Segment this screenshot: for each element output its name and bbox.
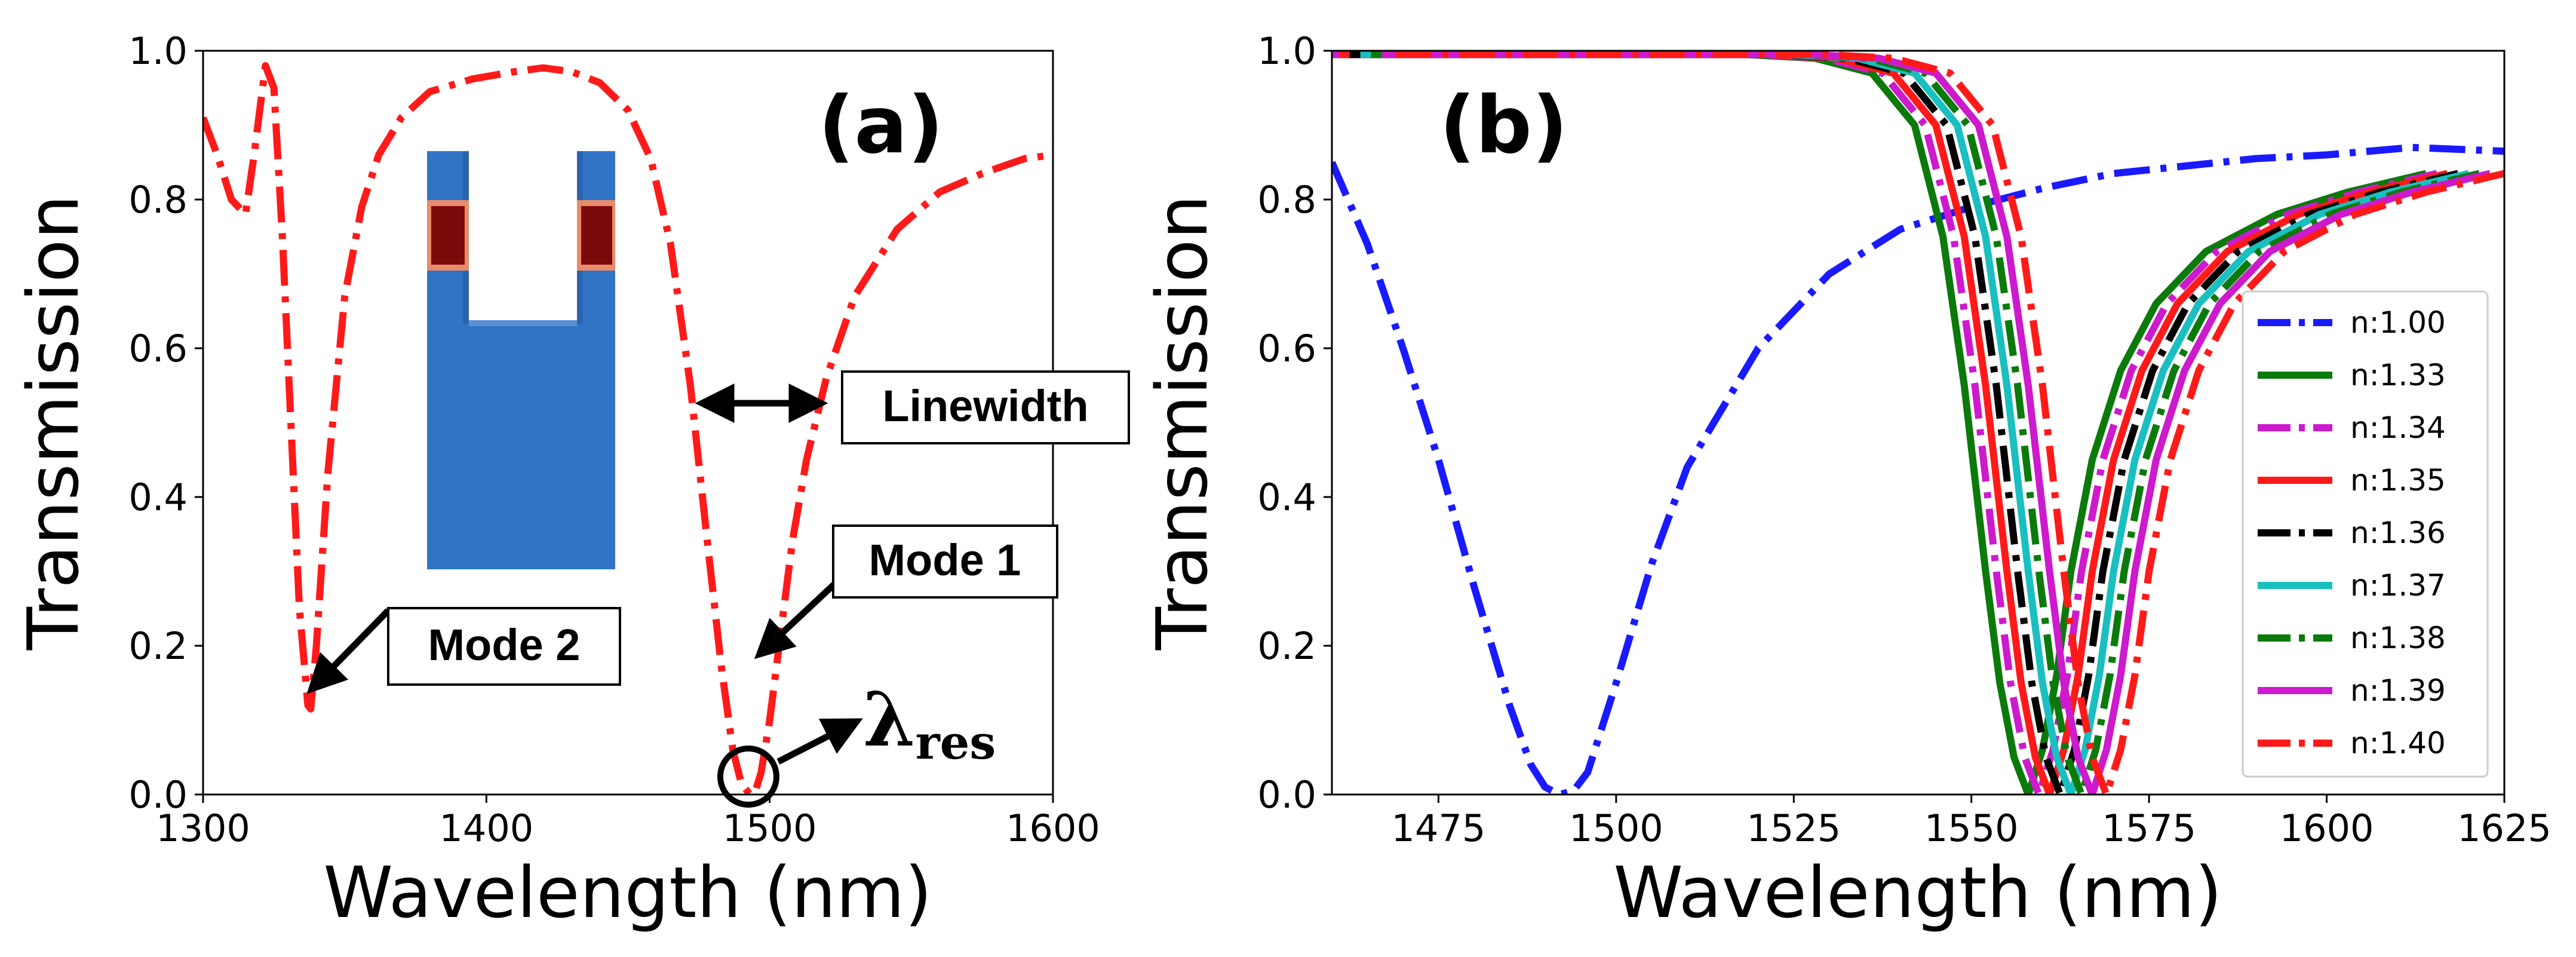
panel-a-y-axis-label: Transmission [12,195,94,651]
series-line-n-1-00 [1332,143,2504,795]
panel-a: 1300 1400 1500 1600 0.0 0.2 0.4 0.6 0.8 1.0 Linew… [12,29,1130,934]
panel-b-x-tick-label: 1550 [1924,806,2019,850]
panel-b-y-tick-label: 0.8 [1257,178,1316,222]
mode1-box [832,524,1058,599]
lambda-res-annotation: λres [717,676,996,808]
legend-entry-label: n:1.36 [2350,516,2446,550]
panel-b-tag: (b) [1439,79,1568,171]
panel-b-x-axis-label: Wavelength (nm) [1613,851,2222,934]
panel-b-series [1332,51,2504,795]
legend-entry-label: n:1.33 [2350,358,2446,392]
legend-entry-label: n:1.38 [2350,621,2446,655]
mode1-arrow [754,579,839,660]
panel-b-x-tick-label: 1600 [2280,806,2374,850]
linewidth-box [841,370,1130,444]
mode2-arrow [306,608,391,694]
panel-a-ticks: 1300 1400 1500 1600 0.0 0.2 0.4 0.6 0.8 1.0 [128,29,1100,850]
legend-entry-label: n:1.35 [2350,463,2446,498]
lambda-symbol: λ [863,676,916,763]
legend-entry-label: n:1.37 [2350,568,2446,603]
legend-entry-label: n:1.00 [2350,305,2446,340]
lambda-subscript: res [916,716,996,770]
resonance-circle [717,746,779,808]
legend-frame [2242,290,2489,778]
panel-a-y-tick-label: 0.4 [128,476,188,519]
linewidth-label: Linewidth [882,381,1088,431]
panel-a-y-tick-label: 1.0 [128,29,188,73]
linewidth-annotation: Linewidth [695,370,1130,444]
mode2-annotation: Mode 2 [306,607,621,694]
panel-a-y-tick-label: 0.0 [128,773,188,817]
series-line-n-1-39 [1381,51,2491,795]
panel-a-tag: (a) [818,79,944,171]
panel-a-y-tick-label: 0.8 [128,178,188,222]
mode1-annotation: Mode 1 [754,524,1058,660]
panel-b-ticks: 1475 1500 1525 1550 1575 1600 1625 0.0 0.2 0.4 0.6… [1257,29,2552,850]
lambda-res-arrow [776,718,863,765]
panel-b: 1475 1500 1525 1550 1575 1600 1625 0.0 0.2 0.4 0.6… [1141,29,2552,934]
panel-b-y-tick-label: 1.0 [1257,29,1316,73]
panel-b-axes-frame [1331,50,2506,796]
panel-a-x-tick-label: 1400 [439,806,533,850]
panel-a-x-tick-label: 1500 [723,806,817,850]
legend-entry-label: n:1.39 [2350,673,2446,708]
legend-entry-label: n:1.34 [2350,410,2446,445]
panel-b-x-tick-label: 1575 [2102,806,2196,850]
panel-b-y-tick-label: 0.4 [1257,476,1316,519]
panel-b-y-axis-label: Transmission [1141,195,1223,651]
legend: n:1.00 n:1.33 n:1.34 n:1.35 n:1.36 n:1.37 n:1.… [2242,290,2489,778]
panel-a-y-tick-label: 0.2 [128,624,188,668]
mode2-label: Mode 2 [428,620,581,670]
panel-b-x-tick-label: 1475 [1392,806,1486,850]
panel-a-x-axis-label: Wavelength (nm) [323,851,932,934]
lambda-res-label: λres [863,676,996,770]
panel-a-x-tick-label: 1300 [156,806,250,850]
panel-b-x-tick-label: 1500 [1569,806,1663,850]
mode1-label: Mode 1 [869,535,1021,585]
panel-b-y-tick-label: 0.0 [1257,773,1316,817]
panel-b-x-tick-label: 1525 [1746,806,1841,850]
panel-b-y-tick-label: 0.6 [1257,327,1316,370]
series-line-n-1-40 [1396,51,2504,795]
device-inset [427,151,615,569]
panel-b-x-tick-label: 1625 [2457,806,2552,850]
panel-a-y-tick-label: 0.6 [128,327,188,370]
transmission-line [203,62,1053,795]
legend-entry-label: n:1.40 [2350,726,2446,760]
panel-b-y-tick-label: 0.2 [1257,624,1316,668]
mode2-box [387,607,621,686]
panel-a-x-tick-label: 1600 [1006,806,1100,850]
